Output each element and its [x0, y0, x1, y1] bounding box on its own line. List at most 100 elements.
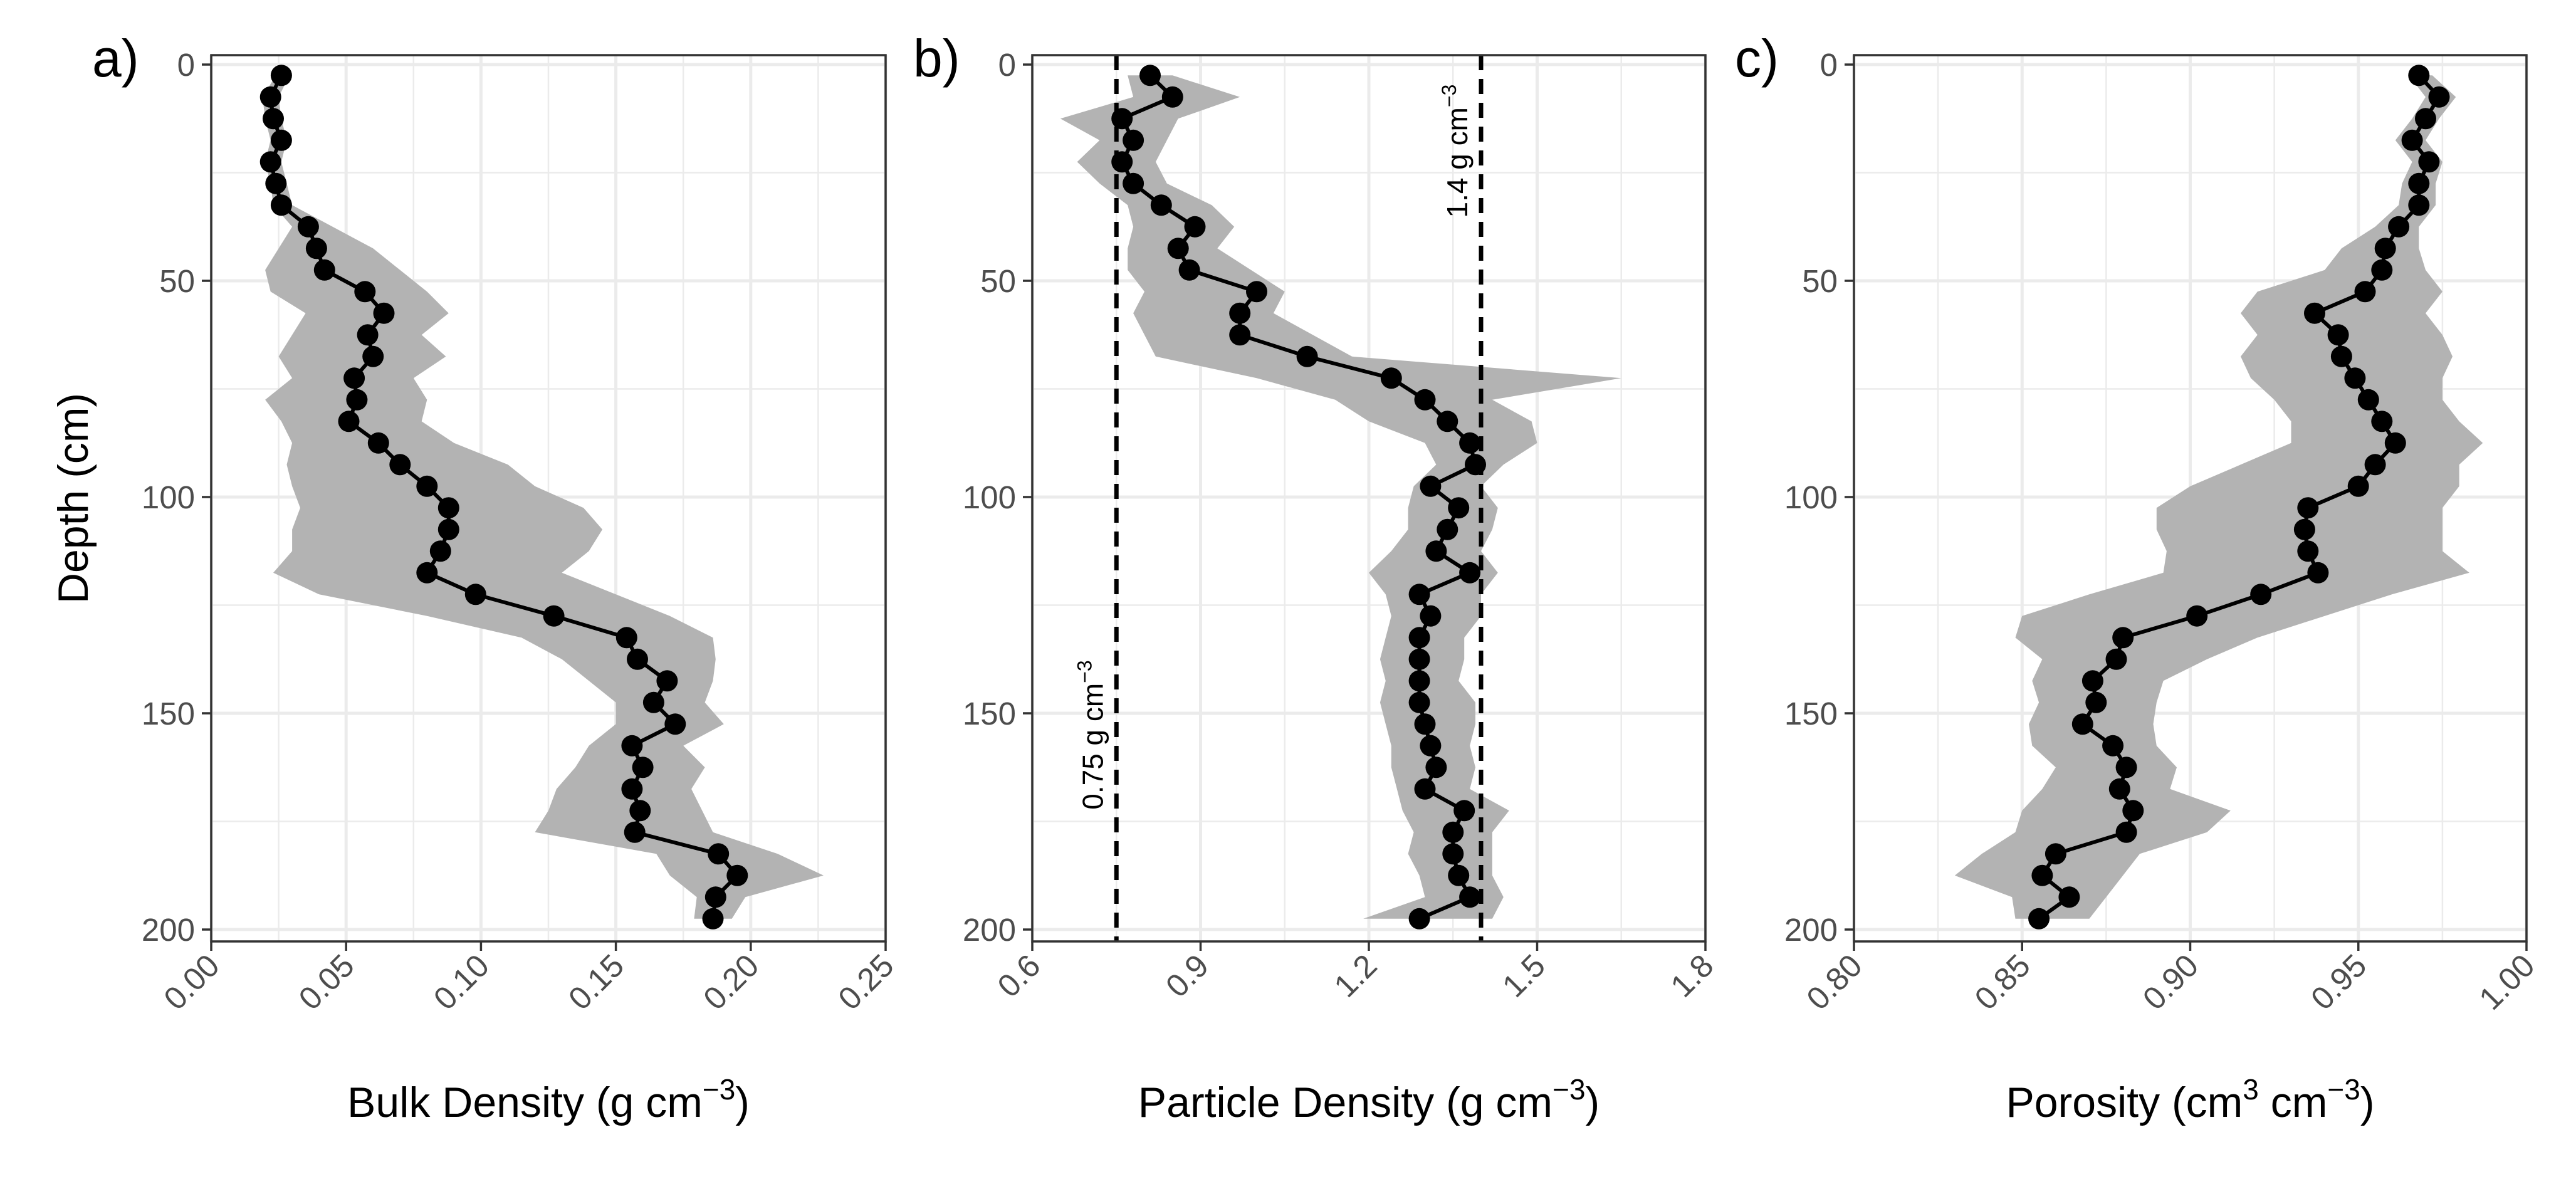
data-point	[2297, 540, 2319, 562]
x-axis-title-text: Porosity (cm	[2006, 1079, 2243, 1126]
data-point	[2108, 778, 2130, 800]
x-tick-label: 0.85	[1968, 947, 2037, 1016]
data-point	[2105, 648, 2127, 670]
reference-label-text: 0.75 g cm	[1076, 683, 1109, 810]
data-point	[1229, 302, 1251, 324]
data-point	[1296, 345, 1318, 367]
data-point	[1459, 562, 1481, 584]
data-point	[632, 757, 654, 778]
y-tick-label: 100	[142, 479, 195, 515]
data-point	[2354, 281, 2376, 303]
data-point	[1437, 518, 1458, 540]
data-point	[1459, 432, 1481, 454]
y-tick-label: 100	[1784, 479, 1838, 515]
data-point	[1425, 757, 1447, 778]
x-tick-label: 0.05	[291, 947, 360, 1016]
data-point	[1414, 389, 1436, 411]
x-tick-label: 0.9	[1159, 947, 1215, 1003]
data-point	[1111, 151, 1133, 173]
data-point	[265, 172, 287, 194]
data-point	[2347, 475, 2369, 497]
reference-line-label: 1.4 g cm−3	[1438, 85, 1474, 218]
data-point	[1420, 735, 1442, 757]
data-point	[263, 108, 284, 130]
data-point	[2330, 345, 2352, 367]
data-point	[1408, 908, 1430, 930]
data-point	[1111, 108, 1133, 130]
x-axis-title-close: )	[735, 1079, 750, 1126]
x-tick-label: 0.10	[427, 947, 496, 1016]
x-axis-title-superscript-2: −3	[2327, 1073, 2360, 1106]
data-point	[1420, 605, 1442, 627]
data-point	[2401, 129, 2423, 151]
data-point	[2102, 735, 2124, 757]
data-point	[437, 497, 459, 519]
reference-label-text: 1.4 g cm	[1441, 107, 1474, 217]
data-point	[2408, 194, 2430, 216]
data-point	[2028, 908, 2050, 930]
data-point	[357, 324, 379, 346]
data-point	[1408, 670, 1430, 692]
x-axis-title-text-mid: cm	[2259, 1079, 2328, 1126]
panel-tag: b)	[913, 29, 960, 88]
uncertainty-ribbon	[1954, 75, 2483, 919]
data-point	[543, 605, 565, 627]
panel-tag: a)	[92, 29, 139, 88]
data-point	[1408, 648, 1430, 670]
y-tick-label: 200	[963, 912, 1016, 948]
data-point	[2415, 108, 2436, 130]
uncertainty-ribbon	[1060, 75, 1621, 919]
x-tick-label: 1.2	[1327, 947, 1383, 1003]
x-tick-label: 1.00	[2472, 947, 2541, 1016]
uncertainty-ribbon	[262, 75, 824, 919]
data-point	[621, 778, 643, 800]
y-tick-label: 50	[159, 263, 195, 299]
data-point	[2115, 821, 2137, 843]
reference-label-superscript: −3	[1438, 85, 1460, 107]
x-tick-label: 0.20	[696, 947, 765, 1016]
data-point	[1178, 259, 1200, 281]
data-point	[2115, 757, 2137, 778]
data-point	[416, 562, 438, 584]
y-tick-label: 200	[142, 912, 195, 948]
x-axis-title-superscript: 3	[2243, 1073, 2259, 1106]
x-tick-label: 0.25	[831, 947, 900, 1016]
data-point	[621, 735, 643, 757]
data-point	[1414, 778, 1436, 800]
data-point	[270, 194, 292, 216]
series-line	[1120, 74, 1477, 921]
data-point	[437, 518, 459, 540]
data-point	[1442, 821, 1464, 843]
x-axis-title-text: Bulk Density (g cm	[347, 1079, 703, 1126]
data-point	[2357, 389, 2379, 411]
data-point	[2408, 172, 2430, 194]
data-point	[1414, 713, 1436, 735]
x-axis-title: Porosity (cm3 cm−3)	[2006, 1073, 2374, 1126]
x-tick-label: 0.00	[157, 947, 226, 1016]
y-axis-title: Depth (cm)	[50, 393, 97, 604]
data-point	[629, 800, 651, 822]
y-tick-label: 50	[980, 263, 1016, 299]
data-point	[2250, 584, 2272, 605]
data-point	[2058, 886, 2080, 908]
data-point	[2384, 432, 2406, 454]
data-point	[1453, 800, 1475, 822]
data-point	[354, 281, 376, 303]
data-point	[2388, 216, 2410, 238]
data-point	[2071, 713, 2093, 735]
data-point	[1184, 216, 1206, 238]
data-point	[2307, 562, 2329, 584]
data-point	[313, 259, 335, 281]
data-point	[2364, 454, 2386, 476]
data-point	[2122, 800, 2144, 822]
data-point	[664, 713, 686, 735]
data-point	[1150, 194, 1172, 216]
data-point	[373, 302, 395, 324]
data-point	[726, 864, 748, 886]
data-point	[416, 475, 438, 497]
x-tick-label: 0.15	[562, 947, 631, 1016]
reference-line-label: 0.75 g cm−3	[1073, 660, 1109, 809]
